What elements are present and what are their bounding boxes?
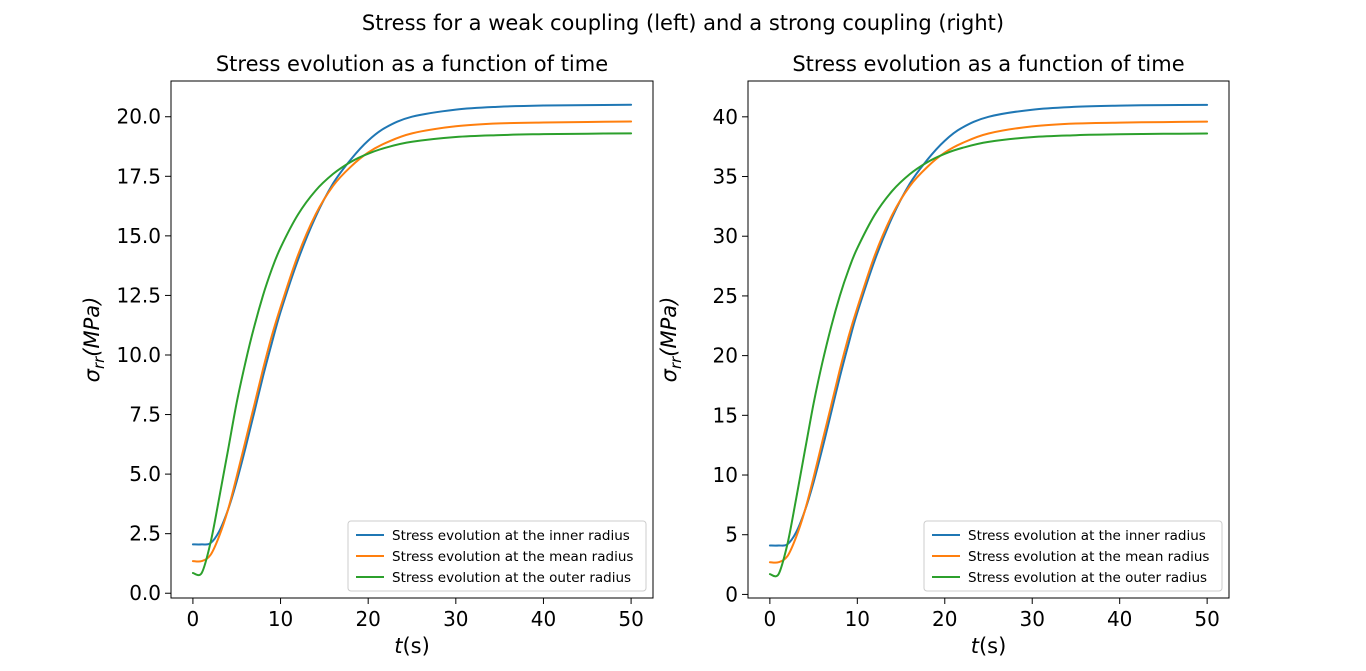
y-axis-label-unit: (MPa) xyxy=(80,297,104,357)
y-axis-label-sub: rr xyxy=(90,356,108,369)
x-axis-label-unit: (s) xyxy=(979,634,1006,658)
y-tick-label: 17.5 xyxy=(116,164,161,188)
series-line-2 xyxy=(191,120,633,563)
legend-box xyxy=(923,520,1223,592)
x-tick-label: 40 xyxy=(531,607,556,631)
legend-entry: Stress evolution at the inner radius xyxy=(968,528,1206,544)
y-axis-label-unit: (MPa) xyxy=(657,297,681,357)
y-tick-label: 40 xyxy=(713,105,738,129)
x-tick-label: 50 xyxy=(1194,607,1219,631)
x-tick-label: 30 xyxy=(1020,607,1045,631)
axes-right: Stress evolution as a function of time 0 1… xyxy=(657,52,1230,658)
legend-entry: Stress evolution at the outer radius xyxy=(968,570,1207,586)
legend: Stress evolution at the inner radius Stre… xyxy=(347,520,647,592)
y-axis-label-sub: rr xyxy=(667,356,685,369)
y-axis-label-var: σ xyxy=(80,368,104,382)
plot-frame xyxy=(170,80,654,599)
y-tick-label: 12.5 xyxy=(116,283,161,307)
y-tick-label: 5 xyxy=(725,523,738,547)
legend-box xyxy=(347,520,647,592)
series-line-3 xyxy=(191,132,633,577)
x-tick-label: 20 xyxy=(932,607,957,631)
x-tick-label: 10 xyxy=(845,607,870,631)
y-tick-label: 15.0 xyxy=(116,224,161,248)
x-tick-label: 30 xyxy=(443,607,468,631)
y-tick-label: 20 xyxy=(713,344,738,368)
x-tick-label: 20 xyxy=(355,607,380,631)
x-axis-label-var: t xyxy=(394,634,403,658)
y-tick-label: 30 xyxy=(713,224,738,248)
legend-entry: Stress evolution at the outer radius xyxy=(392,570,631,586)
x-axis-label-var: t xyxy=(971,634,980,658)
legend-entry: Stress evolution at the mean radius xyxy=(392,549,633,565)
y-tick-label: 35 xyxy=(713,165,738,189)
chart-title: Stress evolution as a function of time xyxy=(216,52,608,76)
y-tick-label: 7.5 xyxy=(129,403,161,427)
y-tick-label: 20.0 xyxy=(116,105,161,129)
y-tick-label: 0.0 xyxy=(129,581,161,605)
y-tick-label: 5.0 xyxy=(129,462,161,486)
y-axis-label: σrr(MPa) xyxy=(657,297,685,383)
plot-frame xyxy=(747,80,1230,599)
y-tick-label: 10.0 xyxy=(116,343,161,367)
y-tick-label: 0 xyxy=(725,582,738,606)
x-axis-label: t(s) xyxy=(971,634,1007,658)
x-tick-label: 0 xyxy=(187,607,200,631)
y-axis-label: σrr(MPa) xyxy=(80,297,108,383)
x-tick-label: 10 xyxy=(268,607,293,631)
y-axis-label-var: σ xyxy=(657,368,681,382)
y-tick-label: 25 xyxy=(713,284,738,308)
series-line-3 xyxy=(768,132,1209,578)
series-line-2 xyxy=(768,120,1209,564)
y-tick-label: 2.5 xyxy=(129,522,161,546)
x-tick-label: 40 xyxy=(1107,607,1132,631)
x-axis-label: t(s) xyxy=(394,634,430,658)
axes-left: Stress evolution as a function of time 0 1… xyxy=(80,52,654,658)
x-tick-label: 0 xyxy=(763,607,776,631)
x-axis-label-unit: (s) xyxy=(402,634,429,658)
figure-suptitle: Stress for a weak coupling (left) and a … xyxy=(362,11,1004,35)
series-line-1 xyxy=(768,103,1209,547)
legend-entry: Stress evolution at the mean radius xyxy=(968,549,1209,565)
x-tick-label: 50 xyxy=(618,607,643,631)
chart-title: Stress evolution as a function of time xyxy=(792,52,1184,76)
legend-entry: Stress evolution at the inner radius xyxy=(392,528,630,544)
series-line-1 xyxy=(191,103,633,546)
legend: Stress evolution at the inner radius Stre… xyxy=(923,520,1223,592)
y-tick-label: 10 xyxy=(713,463,738,487)
y-tick-label: 15 xyxy=(713,403,738,427)
